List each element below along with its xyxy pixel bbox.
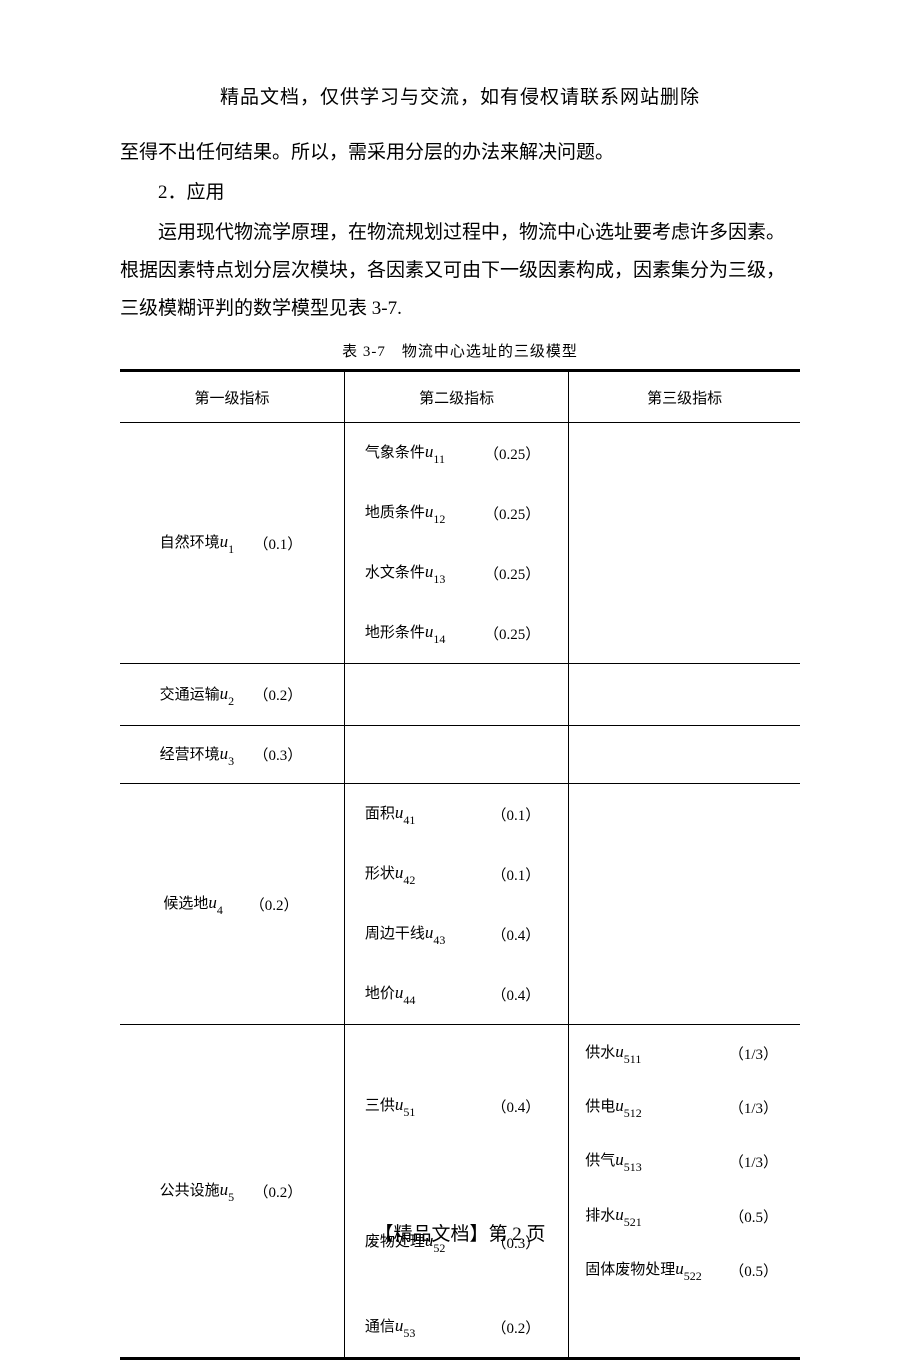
header-level3: 第三级指标 xyxy=(569,371,800,423)
table-row: 经营环境u3 （0.3） xyxy=(120,726,800,784)
header-notice: 精品文档，仅供学习与交流，如有侵权请联系网站删除 xyxy=(0,0,920,109)
lvl3-cell xyxy=(569,664,800,726)
table-row: 公共设施u5 （0.2） 三供u51（0.4） 废物处理u52（0.3） 通信u… xyxy=(120,1025,800,1359)
paragraph-1: 至得不出任何结果。所以，需采用分层的办法来解决问题。 xyxy=(120,134,800,172)
lvl2-cell: 面积u41（0.1） 形状u42（0.1） 周边干线u43（0.4） 地价u44… xyxy=(344,784,568,1025)
table-header-row: 第一级指标 第二级指标 第三级指标 xyxy=(120,371,800,423)
table-row: 自然环境u1 （0.1） 气象条件u11（0.25） 地质条件u12（0.25）… xyxy=(120,423,800,664)
lvl3-cell xyxy=(569,784,800,1025)
content-area: 至得不出任何结果。所以，需采用分层的办法来解决问题。 2．应用 运用现代物流学原… xyxy=(0,109,920,1360)
lvl1-cell: 经营环境u3 （0.3） xyxy=(120,726,344,784)
paragraph-3: 运用现代物流学原理，在物流规划过程中，物流中心选址要考虑许多因素。根据因素特点划… xyxy=(120,214,800,328)
lvl1-label: 自然环境u1 xyxy=(160,531,235,555)
lvl1-cell: 自然环境u1 （0.1） xyxy=(120,423,344,664)
lvl2-cell xyxy=(344,726,568,784)
lvl1-cell: 公共设施u5 （0.2） xyxy=(120,1025,344,1359)
lvl2-cell: 气象条件u11（0.25） 地质条件u12（0.25） 水文条件u13（0.25… xyxy=(344,423,568,664)
header-level2: 第二级指标 xyxy=(344,371,568,423)
lvl1-cell: 交通运输u2 （0.2） xyxy=(120,664,344,726)
lvl1-weight: （0.1） xyxy=(253,533,302,554)
lvl2-cell xyxy=(344,664,568,726)
lvl3-cell xyxy=(569,726,800,784)
lvl1-cell: 候选地u4 （0.2） xyxy=(120,784,344,1025)
footer: 【精品文档】第 2 页 xyxy=(0,1219,920,1246)
table-caption: 表 3-7 物流中心选址的三级模型 xyxy=(120,340,800,361)
model-table: 第一级指标 第二级指标 第三级指标 自然环境u1 （0.1） 气象条件u11（0… xyxy=(120,369,800,1360)
lvl3-cell: 供水u511（1/3） 供电u512（1/3） 供气u513（1/3） 排水u5… xyxy=(569,1025,800,1359)
lvl3-cell xyxy=(569,423,800,664)
table-row: 交通运输u2 （0.2） xyxy=(120,664,800,726)
header-level1: 第一级指标 xyxy=(120,371,344,423)
table-row: 候选地u4 （0.2） 面积u41（0.1） 形状u42（0.1） 周边干线u4… xyxy=(120,784,800,1025)
paragraph-2: 2．应用 xyxy=(120,174,800,212)
lvl2-cell: 三供u51（0.4） 废物处理u52（0.3） 通信u53（0.2） xyxy=(344,1025,568,1359)
